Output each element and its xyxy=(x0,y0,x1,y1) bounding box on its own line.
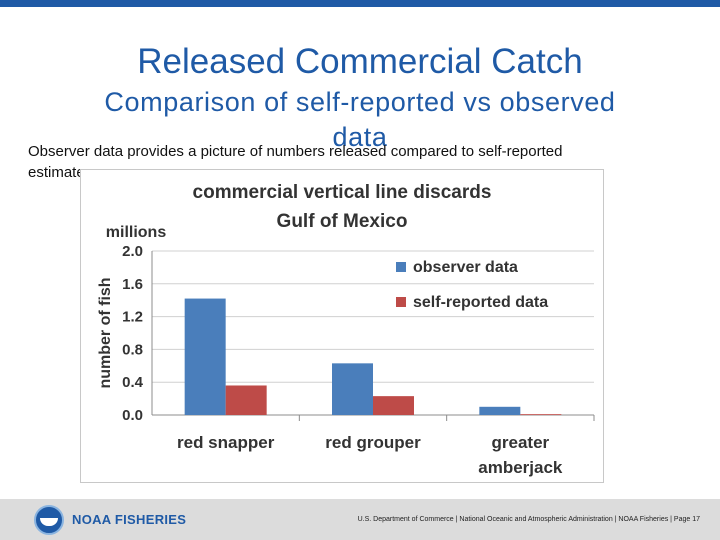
y-tick-label: 1.2 xyxy=(122,309,143,326)
noaa-fisheries-logo-text: NOAA FISHERIES xyxy=(72,512,187,527)
top-accent-bar xyxy=(0,0,720,7)
y-tick-label: 0.0 xyxy=(122,407,143,424)
y-tick-label: 0.8 xyxy=(122,341,143,358)
x-category-label: red snapper xyxy=(177,433,275,452)
body-line-2: estimates xyxy=(28,164,93,181)
y-tick-label: 2.0 xyxy=(122,243,143,260)
legend-label: observer data xyxy=(413,259,518,276)
chart-title-line-2: Gulf of Mexico xyxy=(277,211,408,232)
chart-title-line-1: commercial vertical line discards xyxy=(193,182,492,203)
bar-observer-data-2 xyxy=(479,406,521,415)
body-text: Observer data provides a picture of numb… xyxy=(28,141,698,183)
legend-label: self-reported data xyxy=(413,294,548,311)
bar-self-reported-data-2 xyxy=(520,414,562,415)
bar-observer-data-1 xyxy=(332,363,373,415)
bar-self-reported-data-1 xyxy=(373,396,414,415)
legend-swatch xyxy=(396,297,406,307)
bar-chart: commercial vertical line discards Gulf of… xyxy=(97,182,595,477)
footer-bar xyxy=(0,499,720,540)
body-line-1: Observer data provides a picture of numb… xyxy=(28,143,563,160)
noaa-logo-wave-icon xyxy=(40,518,58,526)
chart-frame xyxy=(80,169,604,483)
slide-subtitle-continued: data xyxy=(332,122,388,152)
y-tick-label: 1.6 xyxy=(122,276,143,293)
y-axis-label: number of fish xyxy=(97,277,114,388)
slide-subtitle: Comparison of self-reported vs observed xyxy=(104,87,616,117)
slide-title: Released Commercial Catch xyxy=(137,42,583,81)
x-category-label: greater xyxy=(492,433,550,452)
x-category-label: red grouper xyxy=(325,433,421,452)
x-category-label: amberjack xyxy=(478,458,563,477)
footer-text: U.S. Department of Commerce | National O… xyxy=(357,516,700,523)
y-tick-label: 0.4 xyxy=(122,374,144,391)
bar-observer-data-0 xyxy=(184,298,226,415)
bar-self-reported-data-0 xyxy=(225,385,267,415)
y-unit-label: millions xyxy=(106,224,167,241)
legend-swatch xyxy=(396,262,406,272)
